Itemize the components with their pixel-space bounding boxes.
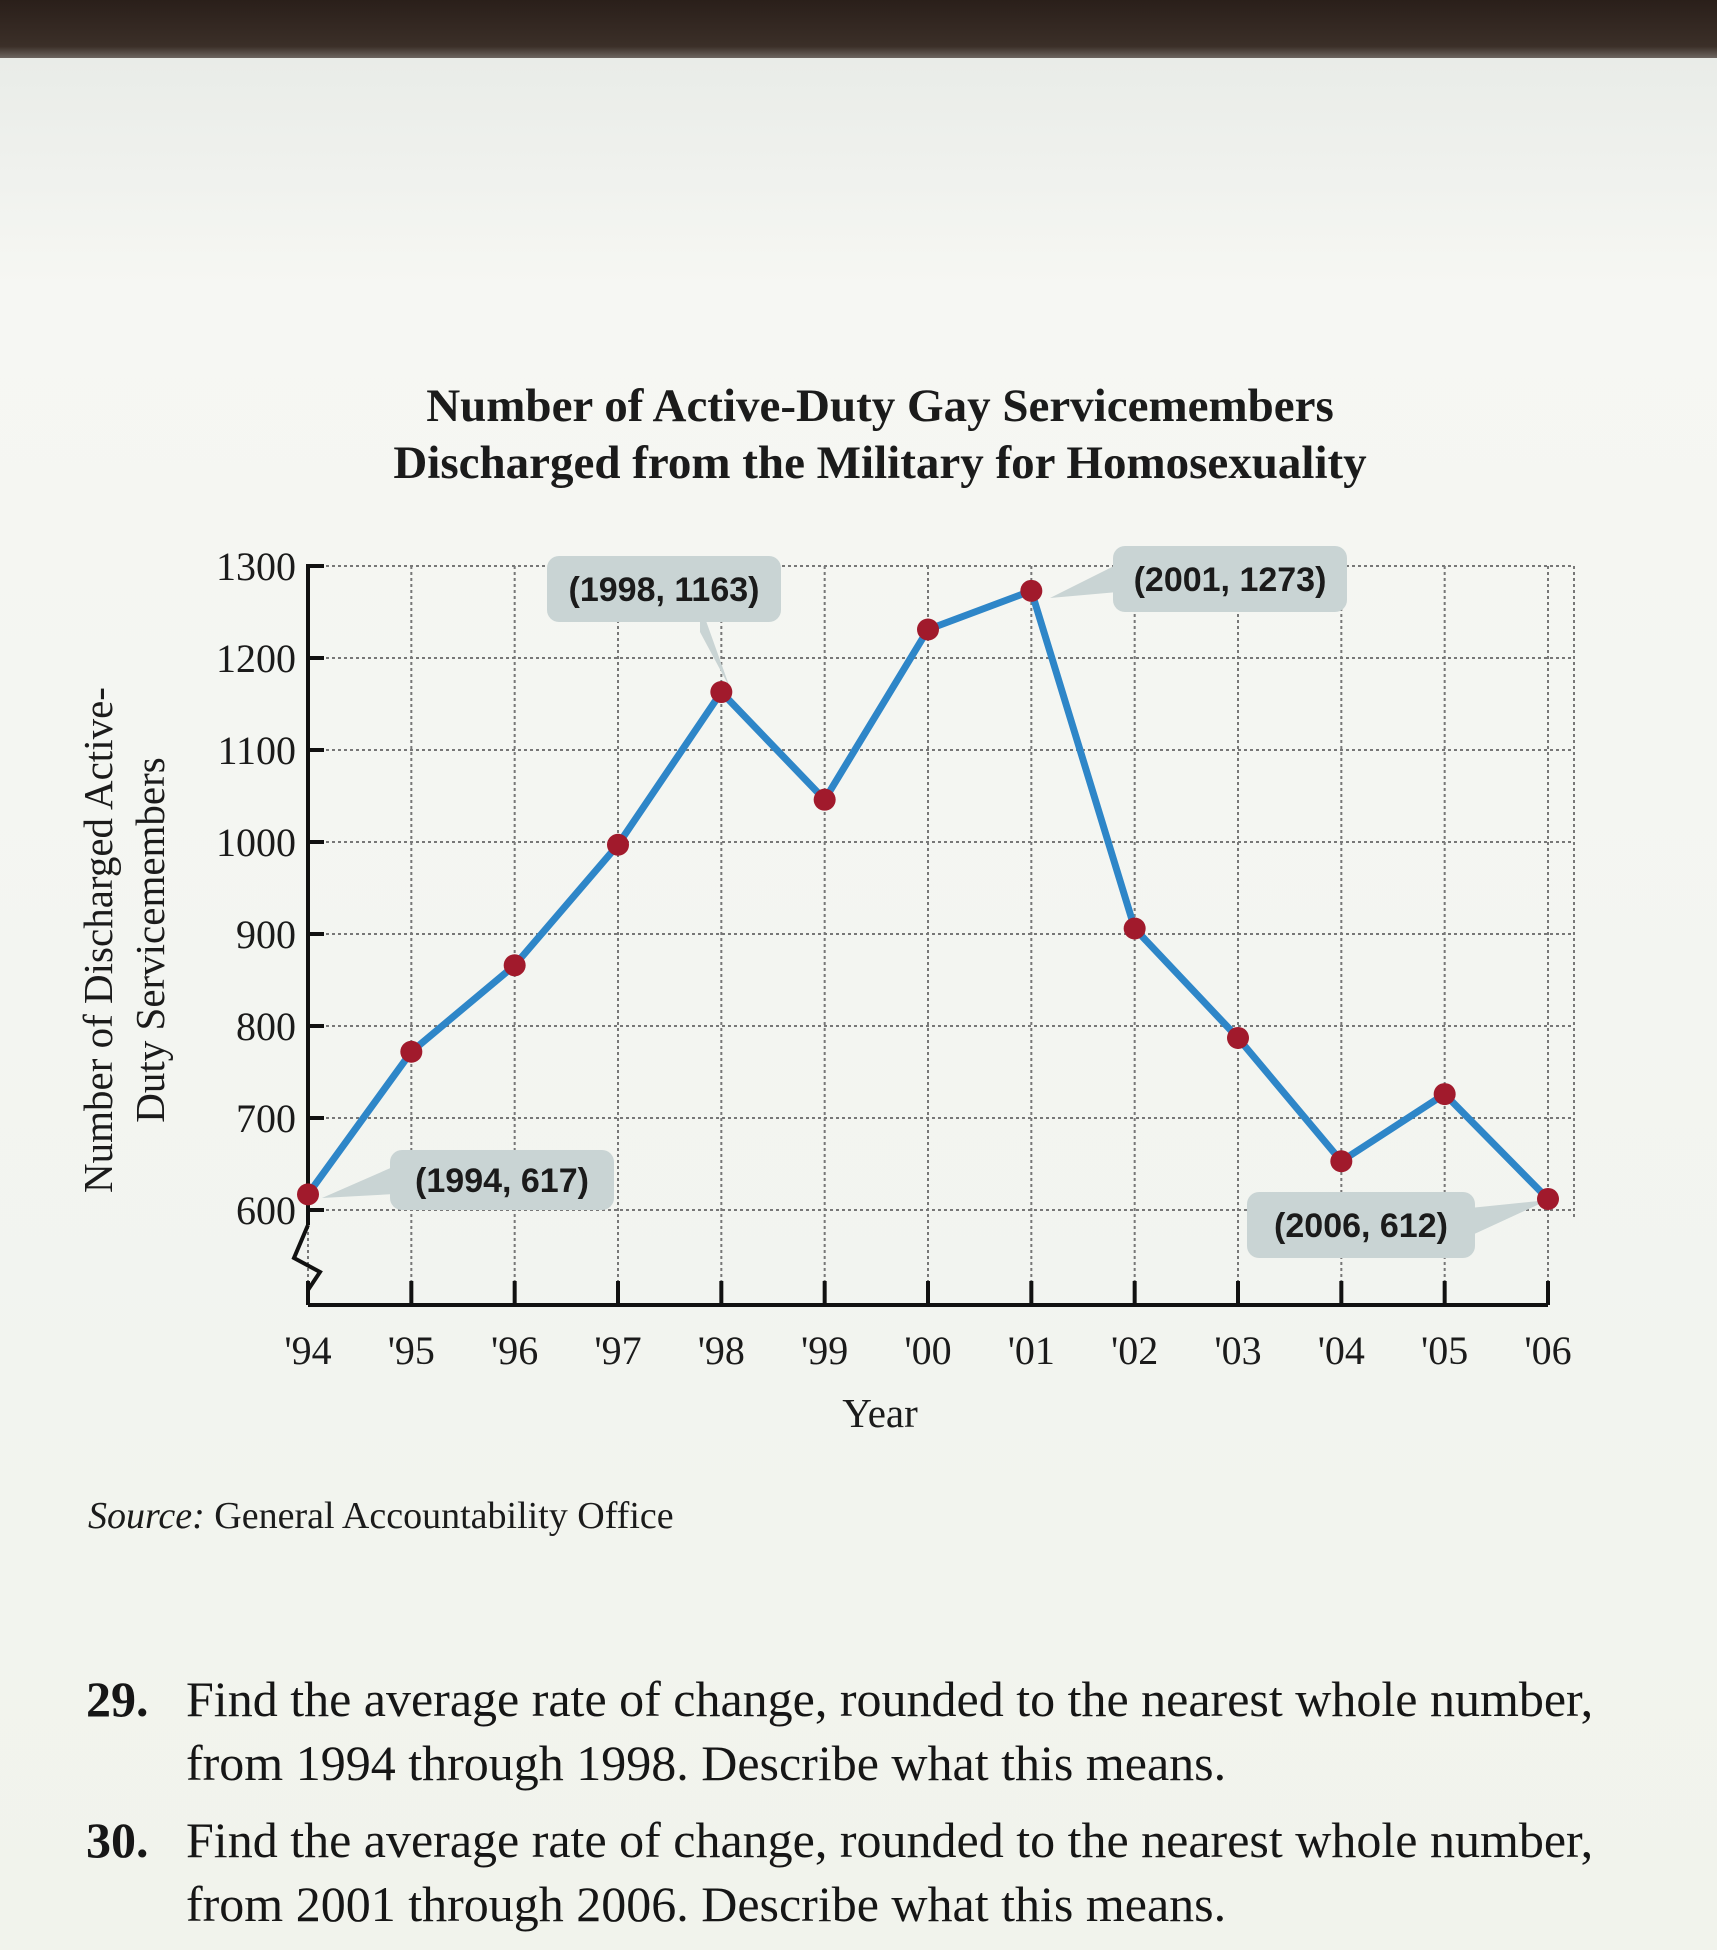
data-point [1227,1026,1249,1049]
question-text: Find the average rate of change, rounded… [186,1671,1594,1791]
y-tick-label: 700 [236,1096,296,1141]
data-point [813,788,836,811]
x-axis-label: Year [842,1390,918,1436]
top-dark-edge [0,0,1717,58]
axes [291,564,1550,1307]
callout-label: (2001, 1273) [1134,561,1327,599]
data-point [710,681,733,704]
data-point [1020,579,1043,602]
data-point [1123,917,1146,940]
textbook-page [0,58,1717,1950]
axis-break-symbol [291,1224,323,1305]
x-tick-label: '98 [698,1328,745,1373]
x-tick-label: '05 [1421,1328,1468,1373]
chart-title-line-2: Discharged from the Military for Homosex… [393,437,1367,489]
callout-box [1113,546,1347,612]
source-note: Source: General Accountability Office [88,1494,674,1538]
callout-label: (1998, 1163) [569,571,760,609]
x-tick-label: '04 [1318,1328,1365,1373]
x-tick-label: '01 [1008,1328,1055,1373]
source-prefix: Source: [88,1495,205,1537]
data-point [1537,1187,1559,1210]
source-text: General Accountability Office [204,1495,674,1537]
data-point [503,954,526,977]
x-tick-label: '97 [594,1328,641,1373]
callouts: (1994, 617) (1998, 1163) (2001, 1273) (2006… [322,546,1548,1258]
x-tick-label: '99 [801,1328,848,1373]
y-axis-label-line-1: Number of Discharged Active- [75,687,121,1193]
callout: (2001, 1273) [1050,546,1347,612]
data-point [917,618,939,641]
callout-box [390,1150,614,1210]
y-tick-label: 1100 [217,728,296,773]
data-point [1433,1083,1456,1106]
callout-box [547,556,781,622]
question-30: 30. Find the average rate of change, rou… [86,1808,1626,1936]
x-tick-label: '06 [1524,1328,1571,1373]
callout-pointer [1050,564,1118,598]
y-tick-label: 900 [236,912,296,957]
x-tick-label: '95 [388,1328,435,1373]
question-text: Find the average rate of change, rounded… [186,1812,1594,1932]
callout: (1998, 1163) [547,556,781,688]
callout-pointer [322,1166,395,1198]
data-point [297,1183,319,1206]
x-tick-label: '94 [284,1328,331,1373]
data-point [1330,1150,1353,1173]
x-tick-label: '96 [491,1328,538,1373]
y-tick-label: 1200 [216,636,296,681]
callout-label: (2006, 612) [1274,1207,1448,1245]
question-number: 29. [86,1671,149,1727]
x-tick-label: '02 [1111,1328,1158,1373]
callout-label: (1994, 617) [415,1162,589,1200]
question-number: 30. [86,1812,149,1868]
y-tick-label: 800 [236,1004,296,1049]
callout-pointer [700,604,730,688]
callout: (2006, 612) [1247,1192,1548,1258]
callout-pointer [1470,1200,1548,1236]
y-tick-label: 1000 [216,820,296,865]
y-tick-label: 1300 [216,544,296,589]
question-29: 29. Find the average rate of change, rou… [86,1667,1626,1795]
callout-box [1247,1192,1475,1258]
data-markers [297,579,1559,1210]
x-tick-label: '00 [904,1328,951,1373]
y-axis-label-line-2: Duty Servicemembers [127,757,173,1122]
x-tick-label: '03 [1214,1328,1261,1373]
data-point [607,833,629,856]
x-tick-labels: '94 '95 '96 '97 '98 '99 '00 '01 '02 '03 '04 '05 '06 [284,1328,1571,1373]
chart-title-line-1: Number of Active-Duty Gay Servicemembers [426,380,1334,432]
y-tick-labels: 600 700 800 900 1000 1100 1200 1300 [216,544,296,1233]
data-point [400,1040,423,1063]
y-tick-label: 600 [236,1188,296,1233]
callout: (1994, 617) [322,1150,614,1210]
